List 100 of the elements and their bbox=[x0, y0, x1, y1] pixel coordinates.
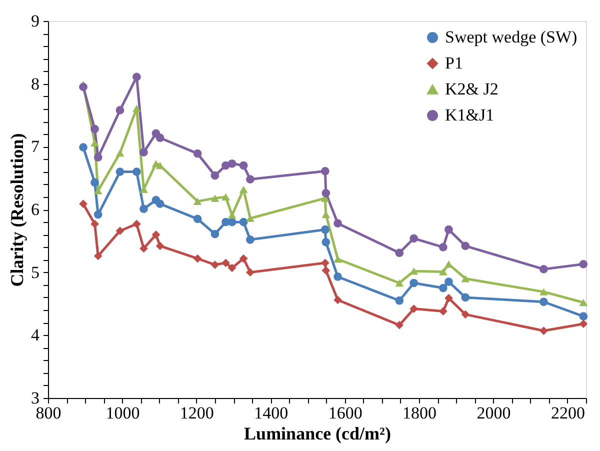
y-tick-label: 9 bbox=[31, 12, 40, 30]
point bbox=[334, 256, 342, 263]
point bbox=[444, 225, 453, 234]
point bbox=[540, 265, 548, 274]
point bbox=[193, 198, 202, 205]
point bbox=[444, 278, 453, 286]
point bbox=[540, 288, 548, 296]
legend-label: Swept wedge (SW) bbox=[445, 28, 578, 46]
point bbox=[116, 226, 124, 236]
point bbox=[140, 244, 148, 253]
point bbox=[116, 168, 124, 176]
point bbox=[438, 284, 448, 292]
point bbox=[210, 171, 220, 180]
x-tick-label: 2000 bbox=[476, 404, 511, 422]
point bbox=[156, 200, 164, 208]
point bbox=[156, 242, 164, 250]
point bbox=[461, 310, 470, 319]
x-axis-title: Luminance (cd/m²) bbox=[244, 424, 391, 444]
point bbox=[156, 134, 164, 142]
point bbox=[152, 230, 160, 239]
point bbox=[94, 210, 102, 219]
point bbox=[140, 148, 148, 156]
point bbox=[322, 266, 330, 275]
point bbox=[222, 193, 230, 201]
point bbox=[579, 298, 588, 306]
point bbox=[94, 153, 102, 162]
point bbox=[438, 307, 448, 316]
point bbox=[79, 200, 88, 208]
point bbox=[395, 248, 404, 258]
point bbox=[579, 312, 588, 320]
point bbox=[228, 218, 236, 226]
point bbox=[193, 214, 202, 224]
point bbox=[395, 279, 404, 287]
point bbox=[438, 243, 448, 252]
x-tick-label: 1800 bbox=[402, 404, 437, 422]
point bbox=[90, 220, 99, 228]
point bbox=[410, 304, 418, 313]
point bbox=[395, 296, 404, 305]
point bbox=[540, 298, 548, 306]
point bbox=[193, 149, 202, 158]
point bbox=[90, 178, 99, 187]
point bbox=[320, 166, 330, 176]
y-tick-label: 6 bbox=[31, 200, 40, 219]
x-tick-label: 1600 bbox=[328, 404, 362, 422]
legend-label: P1 bbox=[445, 54, 463, 72]
point bbox=[79, 82, 88, 92]
point bbox=[132, 72, 141, 82]
point bbox=[246, 268, 254, 277]
point bbox=[444, 294, 453, 302]
point bbox=[239, 254, 248, 263]
point bbox=[228, 212, 236, 219]
point bbox=[322, 238, 330, 246]
point bbox=[79, 143, 88, 152]
point bbox=[579, 260, 588, 268]
point bbox=[410, 234, 418, 243]
y-tick-label: 7 bbox=[31, 137, 40, 156]
legend-label: K2& J2 bbox=[445, 80, 498, 98]
point bbox=[140, 204, 148, 214]
point bbox=[246, 175, 254, 184]
point bbox=[193, 254, 202, 263]
point bbox=[246, 235, 254, 244]
x-tick-label: 1000 bbox=[106, 404, 140, 422]
point bbox=[210, 260, 220, 269]
point bbox=[116, 106, 124, 114]
y-tick-label: 4 bbox=[31, 326, 40, 345]
point bbox=[320, 225, 330, 234]
point bbox=[320, 258, 330, 268]
legend-label: K1&J1 bbox=[445, 106, 494, 124]
point bbox=[132, 104, 141, 112]
y-axis-title: Clarity (Resolution) bbox=[7, 133, 27, 287]
point bbox=[334, 219, 342, 228]
point bbox=[228, 264, 236, 272]
point bbox=[540, 326, 548, 335]
point bbox=[90, 124, 99, 134]
point bbox=[579, 320, 588, 328]
point bbox=[132, 220, 141, 228]
x-tick-label: 1400 bbox=[254, 404, 288, 422]
point bbox=[222, 258, 230, 268]
point bbox=[410, 278, 418, 288]
point bbox=[228, 159, 236, 168]
point bbox=[116, 149, 124, 157]
y-tick-label: 8 bbox=[31, 74, 40, 94]
point bbox=[461, 274, 470, 282]
point bbox=[438, 268, 448, 276]
point bbox=[322, 188, 330, 198]
x-tick-label: 2200 bbox=[550, 404, 585, 422]
point bbox=[239, 186, 248, 194]
point bbox=[334, 272, 342, 281]
point bbox=[239, 161, 248, 170]
x-tick-label: 1200 bbox=[180, 404, 214, 422]
point bbox=[395, 320, 404, 330]
point bbox=[210, 194, 220, 202]
y-tick-label: 5 bbox=[31, 262, 40, 282]
point bbox=[239, 218, 248, 226]
point bbox=[246, 214, 254, 222]
point bbox=[461, 242, 470, 250]
point bbox=[461, 293, 470, 302]
point bbox=[90, 139, 99, 147]
point bbox=[94, 252, 102, 260]
point bbox=[334, 296, 342, 304]
